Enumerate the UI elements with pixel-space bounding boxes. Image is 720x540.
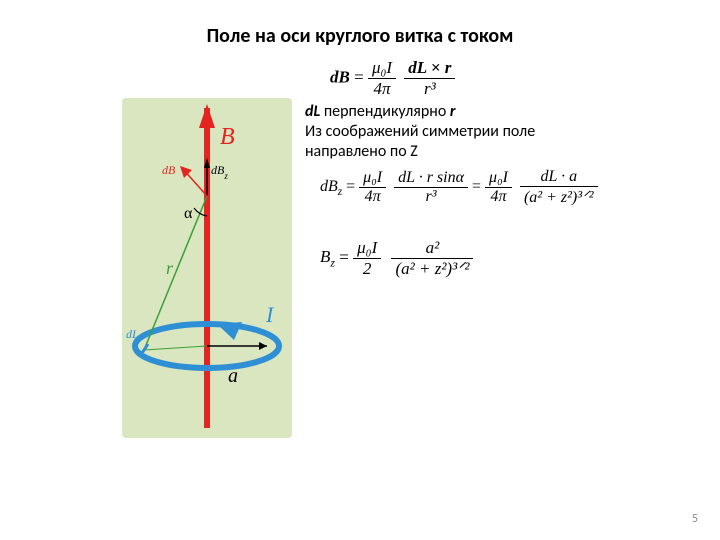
f1-frac2-num: dL × r	[404, 58, 455, 79]
f2-frac1-den: 4π	[359, 188, 386, 206]
slide: { "title": "Поле на оси круглого витка с…	[0, 0, 720, 540]
diagram-svg: B dB dBz α r dL I a	[122, 98, 292, 438]
note-line-2: Из соображений симметрии поле	[305, 122, 535, 142]
f1-frac2-den: r³	[404, 79, 455, 99]
f2-frac3-num: μ₀I	[485, 169, 512, 188]
label-B: B	[220, 124, 235, 150]
formula-dBz: dBz = μ₀I 4π dL · r sinα r³ = μ₀I 4π dL …	[320, 168, 598, 207]
f2-frac2-den: r³	[394, 188, 468, 206]
f2-frac2-num: dL · r sinα	[394, 169, 468, 188]
f2-eq: =	[346, 178, 359, 195]
f2-frac4-den: (a² + z²)³ᐟ²	[520, 187, 598, 207]
f1-frac1-den: 4π	[368, 79, 396, 99]
f3-lhs: Bz	[320, 247, 335, 266]
ring-field-diagram: B dB dBz α r dL I a	[122, 98, 292, 438]
label-r: r	[166, 258, 174, 278]
formula-Bz: Bz = μ₀I 2 a² (a² + z²)³ᐟ²	[320, 238, 473, 279]
f2-frac3-den: 4π	[485, 188, 512, 206]
note1-r: r	[450, 102, 456, 121]
label-dL: dL	[126, 327, 139, 341]
f2-frac1-num: μ₀I	[359, 169, 386, 188]
f2-eq2: =	[472, 178, 485, 195]
f3-frac1-den: 2	[353, 259, 381, 279]
f3-frac2-den: (a² + z²)³ᐟ²	[391, 259, 473, 279]
label-alpha: α	[184, 205, 193, 222]
note-line-3: направлено по Z	[305, 142, 418, 162]
f3-frac2-num: a²	[391, 238, 473, 259]
formula-biot-savart: dB = μ₀I 4π dL × r r³	[330, 58, 455, 99]
f2-lhs: dBz	[320, 178, 342, 195]
f3-frac1-num: μ₀I	[353, 238, 381, 259]
note1-dL: dL	[305, 102, 320, 121]
page-title: Поле на оси круглого витка с током	[0, 24, 720, 48]
f3-eq: =	[339, 247, 353, 266]
label-dB: dB	[162, 163, 176, 177]
f1-frac1-num: μ₀I	[368, 58, 396, 79]
label-a: a	[228, 365, 238, 387]
note-line-1: dL перпендикулярно r	[305, 102, 456, 122]
page-number: 5	[692, 512, 698, 526]
f1-eq: =	[354, 67, 368, 86]
f2-frac4-num: dL · a	[520, 168, 598, 187]
f1-lhs: dB	[330, 67, 350, 86]
note1-mid: перпендикулярно	[320, 102, 450, 121]
